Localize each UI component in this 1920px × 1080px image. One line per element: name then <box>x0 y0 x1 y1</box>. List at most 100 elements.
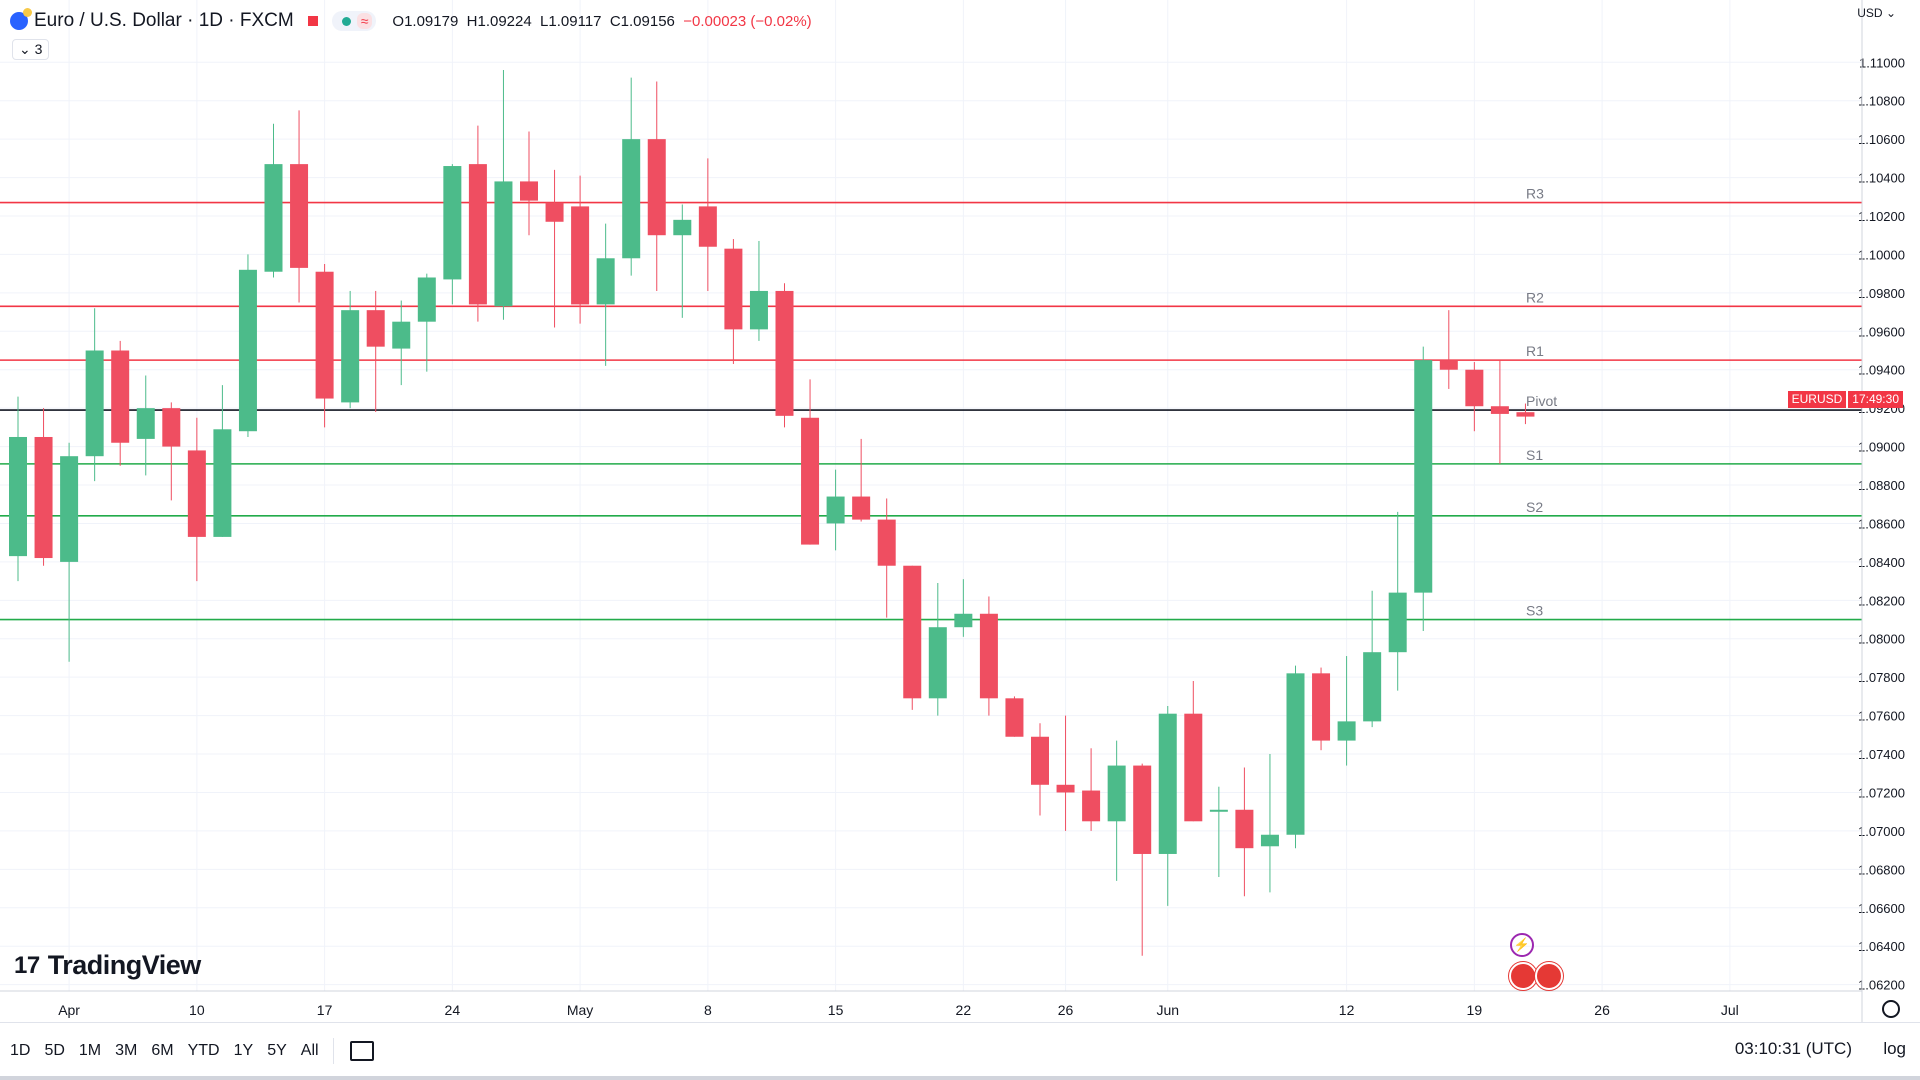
candle-body <box>1107 765 1126 822</box>
data-status-pill[interactable]: ≈ <box>331 11 377 31</box>
candle-body <box>1158 713 1177 854</box>
candle-body <box>1082 790 1101 822</box>
y-tick-label: 1.10200 <box>1858 209 1905 224</box>
candle-body <box>520 181 538 201</box>
settings-gear-icon[interactable] <box>1882 1000 1900 1018</box>
y-tick-label: 1.10800 <box>1858 94 1905 109</box>
y-tick-label: 1.07800 <box>1858 670 1905 685</box>
candle-body <box>468 164 487 305</box>
x-tick-label: 10 <box>189 1002 205 1018</box>
level-label-s2: S2 <box>1526 499 1543 515</box>
y-tick-label: 1.07400 <box>1858 747 1905 762</box>
candle-body <box>1516 412 1535 417</box>
candle-body <box>903 565 922 699</box>
bottom-strip <box>0 1076 1920 1080</box>
range-6m-button[interactable]: 6M <box>151 1042 174 1059</box>
ohlc-change: −0.00023 (−0.02%) <box>683 12 812 30</box>
range-ytd-button[interactable]: YTD <box>187 1042 220 1059</box>
ohlc-readout: O1.09179 H1.09224 L1.09117 C1.09156 −0.0… <box>392 13 811 30</box>
symbol-title[interactable]: Euro / U.S. Dollar · 1D · FXCM <box>34 10 294 31</box>
tv-logo-icon: 17 <box>14 951 40 979</box>
range-1m-button[interactable]: 1M <box>78 1042 102 1059</box>
level-label-r1: R1 <box>1526 343 1544 359</box>
x-tick-label: 26 <box>1058 1002 1074 1018</box>
candle-body <box>596 258 615 305</box>
y-tick-label: 1.06400 <box>1858 939 1905 954</box>
level-label-pivot: Pivot <box>1526 393 1557 409</box>
x-tick-label: 26 <box>1594 1002 1610 1018</box>
range-5y-button[interactable]: 5Y <box>267 1042 287 1059</box>
candle-body <box>290 164 309 268</box>
candle-body <box>775 290 794 416</box>
date-range-icon[interactable] <box>349 1041 374 1061</box>
price-tag-symbol: EURUSD <box>1787 391 1847 408</box>
us-flag-event-icon[interactable] <box>1509 962 1537 990</box>
candle-body <box>1031 736 1049 785</box>
pivot-levels: R3 R2 R1 Pivot S1 S2 S3 <box>0 186 1862 621</box>
y-tick-label: 1.06800 <box>1858 862 1905 877</box>
candle-body <box>724 248 743 330</box>
y-tick-label: 1.09000 <box>1858 440 1905 455</box>
last-price-tag: EURUSD 17:49:30 <box>1786 391 1903 408</box>
range-3m-button[interactable]: 3M <box>115 1042 138 1059</box>
y-tick-label: 1.07600 <box>1858 709 1905 724</box>
candle-body <box>698 206 717 247</box>
y-tick-label: 1.09800 <box>1858 286 1905 301</box>
candle-body <box>136 408 155 439</box>
level-label-s3: S3 <box>1526 603 1543 619</box>
candle-body <box>1363 652 1382 722</box>
symbol-flag-icon <box>10 8 32 30</box>
indicators-toggle[interactable]: ⌄ 3 <box>12 39 50 60</box>
candle-body <box>417 277 436 322</box>
candle-body <box>264 164 283 272</box>
y-tick-label: 1.08400 <box>1858 555 1905 570</box>
candle-body <box>1312 673 1331 741</box>
range-1y-button[interactable]: 1Y <box>233 1042 254 1059</box>
ohlc-close: C1.09156 <box>609 12 675 30</box>
y-tick-label: 1.09600 <box>1858 324 1905 339</box>
x-tick-label: 15 <box>828 1002 844 1018</box>
range-all-button[interactable]: All <box>300 1042 319 1059</box>
y-tick-label: 1.07000 <box>1858 824 1905 839</box>
ohlc-low: L1.09117 <box>540 12 602 30</box>
chart-grid <box>0 0 1862 992</box>
realtime-dot-icon <box>341 16 351 26</box>
candle-body <box>392 321 411 349</box>
log-scale-toggle[interactable]: log <box>1883 1039 1906 1058</box>
currency-selector[interactable]: USD ⌄ <box>1857 6 1896 20</box>
y-tick-label: 1.08200 <box>1858 593 1905 608</box>
candle-body <box>673 219 692 236</box>
lightning-event-icon[interactable]: ⚡ <box>1510 933 1534 957</box>
candle-body <box>877 519 896 566</box>
candle-body <box>852 496 871 520</box>
utc-clock[interactable]: 03:10:31 (UTC) <box>1734 1039 1852 1058</box>
candle-body <box>571 206 590 305</box>
candle-body <box>1388 592 1407 653</box>
candle-body <box>213 429 232 537</box>
price-axis-labels: 1.11000 1.10800 1.10600 1.10400 1.10200 1.100… <box>1858 0 1905 1022</box>
candle-body <box>749 290 768 330</box>
candle-body <box>111 350 130 443</box>
range-5d-button[interactable]: 5D <box>44 1042 65 1059</box>
x-tick-label: Jun <box>1156 1002 1179 1018</box>
tradingview-logo[interactable]: 17 TradingView <box>14 950 201 981</box>
candle-body <box>545 202 564 222</box>
y-tick-label: 1.11000 <box>1859 55 1905 70</box>
candle-body <box>315 271 334 399</box>
ohlc-open: O1.09179 <box>392 12 459 30</box>
x-tick-label: 19 <box>1467 1002 1483 1018</box>
candle-body <box>162 408 181 447</box>
x-tick-label: 24 <box>445 1002 461 1018</box>
price-tag-countdown: 17:49:30 <box>1848 391 1903 408</box>
currency-label: USD <box>1857 6 1883 20</box>
range-1d-button[interactable]: 1D <box>10 1042 31 1059</box>
wave-icon: ≈ <box>356 13 373 29</box>
candle-body <box>9 436 27 557</box>
y-tick-label: 1.08000 <box>1858 632 1905 647</box>
us-flag-event-icon[interactable] <box>1535 962 1563 990</box>
brand-name: TradingView <box>47 950 202 980</box>
candle-body <box>1414 360 1433 593</box>
y-tick-label: 1.09400 <box>1858 363 1905 378</box>
candle-body <box>647 139 666 236</box>
